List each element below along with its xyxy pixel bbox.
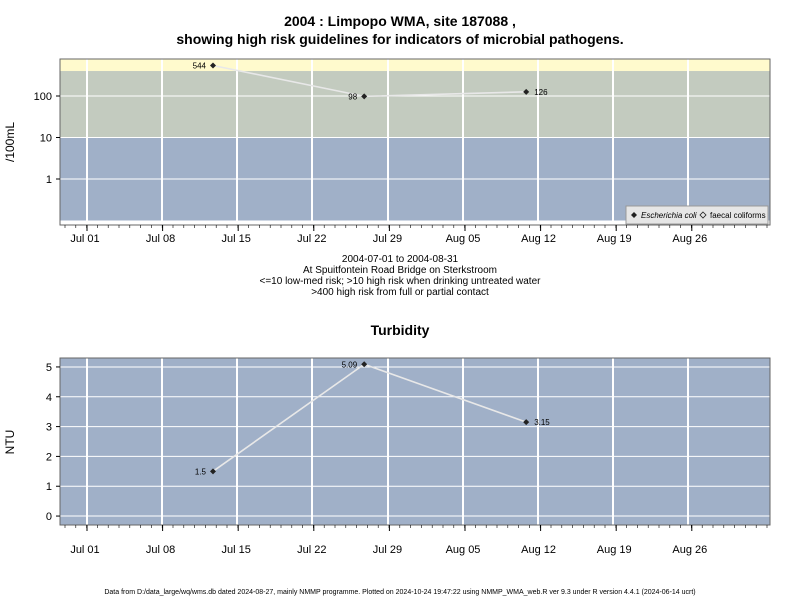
risk-guideline-text-2: >400 high risk from full or partial cont…: [311, 287, 489, 298]
plot-frame: [59, 357, 771, 526]
ecoli-point: [523, 88, 530, 95]
x-tick-label: Aug 12: [521, 544, 556, 556]
y-tick-label: 10: [40, 133, 52, 145]
turbidity-point: [523, 419, 530, 426]
y-tick-label: 1: [46, 174, 52, 186]
x-tick-label: Aug 26: [672, 233, 707, 245]
risk-band: [60, 71, 770, 138]
turbidity-title: Turbidity: [370, 322, 430, 338]
x-tick-label: Aug 26: [672, 544, 707, 556]
x-tick-label: Aug 12: [521, 233, 556, 245]
legend-box: [625, 205, 769, 225]
turbidity-value-label: 3.15: [534, 418, 550, 427]
legend-fc-marker: [699, 211, 707, 219]
x-tick-label: Jul 22: [297, 544, 326, 556]
y-axis-label: NTU: [3, 430, 17, 455]
y-tick-label: 3: [46, 422, 52, 434]
turbidity-chart: 0 1 2 3 4 5 NTU Jul 01 Jul 08 Jul 15 Jul 22 Jul 29 A…: [3, 357, 771, 556]
x-tick-label: Jul 01: [70, 544, 99, 556]
ecoli-value-label: 544: [193, 61, 207, 70]
ecoli-point: [210, 62, 216, 69]
turbidity-point: [210, 468, 216, 475]
y-tick-label: 4: [46, 392, 52, 404]
y-tick-label: 2: [46, 451, 52, 463]
turbidity-point: [361, 361, 368, 368]
date-range-text: 2004-07-01 to 2004-08-31: [341, 254, 459, 265]
turbidity-value-label: 1.5: [195, 467, 207, 476]
legend-ecoli-label: Escherichia coli: [641, 211, 697, 220]
x-tick-label: Jul 29: [373, 233, 402, 245]
x-tick-label: Jul 29: [373, 544, 402, 556]
footer-note: Data from D:/data_large/wq/wms.db dated …: [104, 589, 696, 596]
plot-background: [60, 358, 770, 525]
y-axis-label: /100mL: [3, 122, 17, 162]
x-tick-label: Jul 22: [297, 233, 326, 245]
x-tick-label: Jul 01: [70, 233, 99, 245]
legend-ecoli-marker: [631, 212, 637, 218]
y-tick-label: 100: [34, 91, 52, 103]
plot-frame: [59, 58, 771, 226]
site-description-text: At Spuitfontein Road Bridge on Sterkstro…: [303, 265, 497, 276]
x-tick-label: Jul 08: [146, 544, 175, 556]
chart-title-line2: showing high risk guidelines for indicat…: [176, 31, 624, 47]
x-tick-label: Aug 19: [597, 233, 632, 245]
chart-title-line1: 2004 : Limpopo WMA, site 187088 ,: [284, 13, 516, 29]
ecoli-value-label: 98: [348, 92, 357, 101]
legend-fc-label: faecal coliforms: [710, 211, 766, 220]
risk-guideline-text-1: <=10 low-med risk; >10 high risk when dr…: [259, 276, 541, 287]
x-tick-label: Jul 15: [222, 233, 251, 245]
ecoli-value-label: 126: [534, 88, 548, 97]
ecoli-point: [361, 93, 368, 100]
x-tick-label: Jul 15: [222, 544, 251, 556]
y-tick-label: 0: [46, 511, 52, 523]
x-tick-label: Aug 19: [597, 544, 632, 556]
microbial-chart: 1 10 100/100mL Jul 01 Jul 08 Jul 15 Jul 22 Jul …: [3, 58, 771, 245]
legend: Escherichia coli faecal coliforms: [625, 205, 769, 225]
x-tick-label: Aug 05: [446, 544, 481, 556]
turbidity-value-label: 5.09: [342, 360, 358, 369]
risk-band: [60, 59, 770, 72]
x-tick-label: Aug 05: [446, 233, 481, 245]
y-tick-label: 5: [46, 362, 52, 374]
x-tick-label: Jul 08: [146, 233, 175, 245]
y-tick-label: 1: [46, 481, 52, 493]
